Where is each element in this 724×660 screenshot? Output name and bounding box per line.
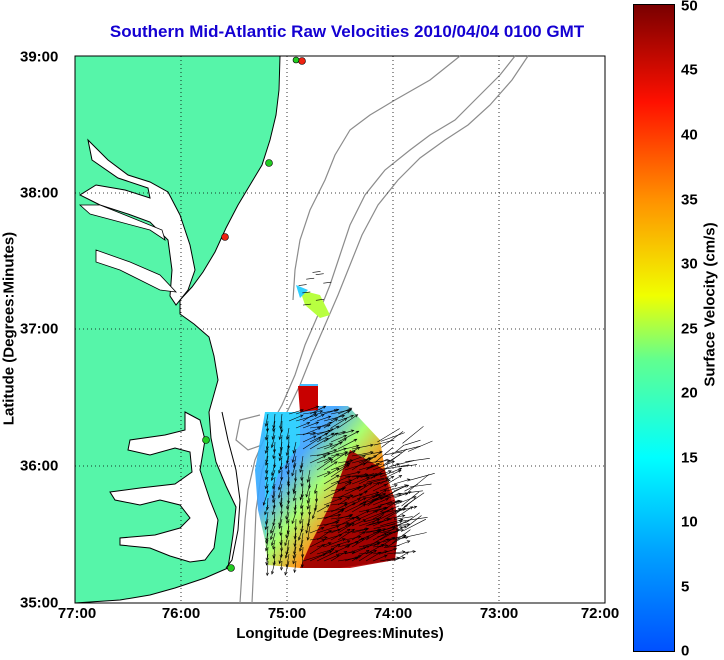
colorbar-tick: 5: [681, 579, 689, 596]
x-axis-label: Longitude (Degrees:Minutes): [75, 625, 605, 642]
x-tick-label: 77:00: [58, 605, 96, 622]
y-tick-label: 36:00: [20, 458, 58, 475]
station-marker-red: [299, 58, 306, 65]
colorbar-tick: 40: [681, 127, 698, 144]
colorbar-tick: 20: [681, 385, 698, 402]
colorbar-label: Surface Velocity (cm/s): [702, 190, 719, 420]
station-marker-red: [222, 234, 229, 241]
station-marker-green: [293, 57, 299, 63]
colorbar-tick: 10: [681, 514, 698, 531]
colorbar-frame: [633, 4, 675, 652]
x-tick-label: 73:00: [480, 605, 518, 622]
y-tick-label: 35:00: [20, 595, 58, 612]
colorbar-tick: 45: [681, 62, 698, 79]
station-marker-green: [228, 565, 235, 572]
colorbar-tick: 25: [681, 321, 698, 338]
x-tick-label: 75:00: [268, 605, 306, 622]
colorbar-tick: 30: [681, 256, 698, 273]
map-title: Southern Mid-Atlantic Raw Velocities 201…: [62, 22, 632, 42]
station-marker-green: [203, 437, 210, 444]
station-marker-green: [266, 160, 273, 167]
y-tick-label: 38:00: [20, 185, 58, 202]
colorbar-tick: 0: [681, 643, 689, 660]
x-tick-label: 76:00: [162, 605, 200, 622]
x-tick-label: 72:00: [581, 605, 619, 622]
y-tick-label: 37:00: [20, 321, 58, 338]
y-tick-label: 39:00: [20, 49, 58, 66]
colorbar-tick: 15: [681, 450, 698, 467]
y-axis-label: Latitude (Degrees:Minutes): [1, 214, 18, 444]
colorbar-tick: 50: [681, 0, 698, 15]
x-tick-label: 74:00: [374, 605, 412, 622]
colorbar-tick: 35: [681, 192, 698, 209]
